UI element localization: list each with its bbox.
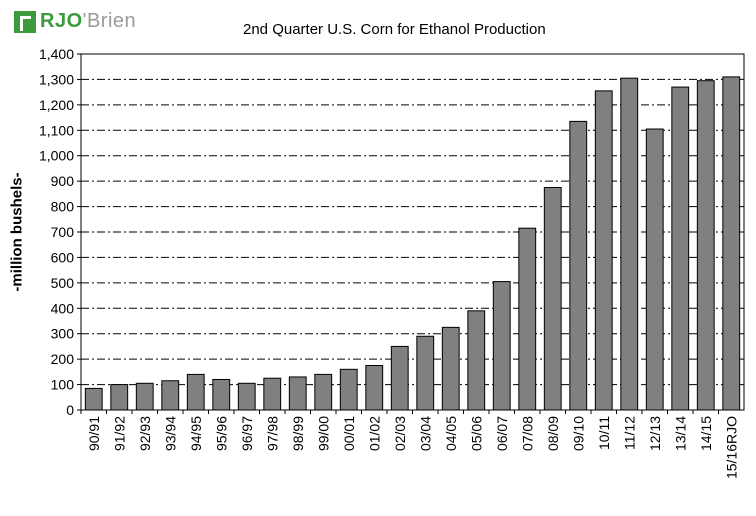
x-tick-label: 11/12 <box>621 416 637 450</box>
y-tick-label: 700 <box>51 224 75 240</box>
y-tick-label: 600 <box>51 249 75 265</box>
bar <box>543 187 562 411</box>
x-tick-label: 91/92 <box>111 416 127 451</box>
y-tick-label: 1,100 <box>39 122 74 138</box>
logo-suffix: 'Brien <box>82 10 137 32</box>
x-tick-label: 10/11 <box>596 416 612 450</box>
x-tick-label: 02/03 <box>392 416 408 451</box>
bar <box>390 345 409 411</box>
bar <box>569 120 588 411</box>
x-tick-label: 14/15 <box>698 416 714 451</box>
bar <box>212 378 231 411</box>
bar <box>161 380 180 411</box>
bar <box>518 227 537 411</box>
y-tick-label: 200 <box>51 351 75 367</box>
x-tick-label: 08/09 <box>545 416 561 451</box>
x-tick-label: 05/06 <box>468 416 484 451</box>
bar <box>441 326 460 411</box>
bar <box>594 90 613 411</box>
bar <box>620 77 639 411</box>
x-tick-label: 00/01 <box>341 416 357 451</box>
y-tick-label: 500 <box>51 275 75 291</box>
chart-title: 2nd Quarter U.S. Corn for Ethanol Produc… <box>243 21 546 38</box>
bar <box>671 86 690 411</box>
x-tick-label: 03/04 <box>417 416 433 451</box>
logo-text: RJO'Brien <box>40 10 136 33</box>
bar <box>288 376 307 411</box>
y-tick-label: 1,300 <box>39 71 74 87</box>
bar <box>186 373 205 411</box>
bar <box>135 382 154 411</box>
y-tick-label: 900 <box>51 173 75 189</box>
bar <box>492 281 511 411</box>
x-tick-label: 99/00 <box>315 416 331 451</box>
bar <box>645 128 664 411</box>
x-tick-label: 97/98 <box>264 416 280 451</box>
x-tick-label: 01/02 <box>366 416 382 451</box>
bar <box>110 384 129 411</box>
bar <box>263 377 282 411</box>
x-tick-label: 93/94 <box>162 416 178 451</box>
y-tick-label: 1,200 <box>39 97 74 113</box>
company-logo: RJO'Brien <box>14 9 154 39</box>
x-tick-label: 90/91 <box>86 416 102 451</box>
x-tick-label: 07/08 <box>519 416 535 451</box>
y-tick-label: 400 <box>51 300 75 316</box>
x-tick-label: 04/05 <box>443 416 459 451</box>
bar <box>314 373 333 411</box>
bar <box>416 335 435 411</box>
y-tick-label: 100 <box>51 377 75 393</box>
bar <box>722 76 741 411</box>
x-tick-label: 06/07 <box>494 416 510 451</box>
logo-brand: RJO <box>40 10 83 32</box>
y-tick-label: 1,400 <box>39 46 74 62</box>
logo-mark-icon <box>14 11 36 33</box>
x-tick-label: 95/96 <box>213 416 229 451</box>
x-tick-label: 96/97 <box>239 416 255 451</box>
bar <box>696 80 715 411</box>
bar <box>339 368 358 411</box>
x-tick-label: 12/13 <box>647 416 663 451</box>
x-tick-label: 13/14 <box>672 416 688 451</box>
x-tick-label: 98/99 <box>290 416 306 451</box>
bar <box>237 382 256 411</box>
bar <box>84 387 103 411</box>
y-tick-label: 1,000 <box>39 148 74 164</box>
bar <box>467 310 486 411</box>
y-tick-label: 800 <box>51 199 75 215</box>
x-tick-label: 94/95 <box>188 416 204 451</box>
x-tick-label: 09/10 <box>570 416 586 451</box>
x-tick-label: 92/93 <box>137 416 153 451</box>
x-tick-label: 15/16RJO <box>723 416 739 479</box>
bar <box>365 365 384 411</box>
y-tick-label: 300 <box>51 326 75 342</box>
y-tick-label: 0 <box>66 402 74 418</box>
